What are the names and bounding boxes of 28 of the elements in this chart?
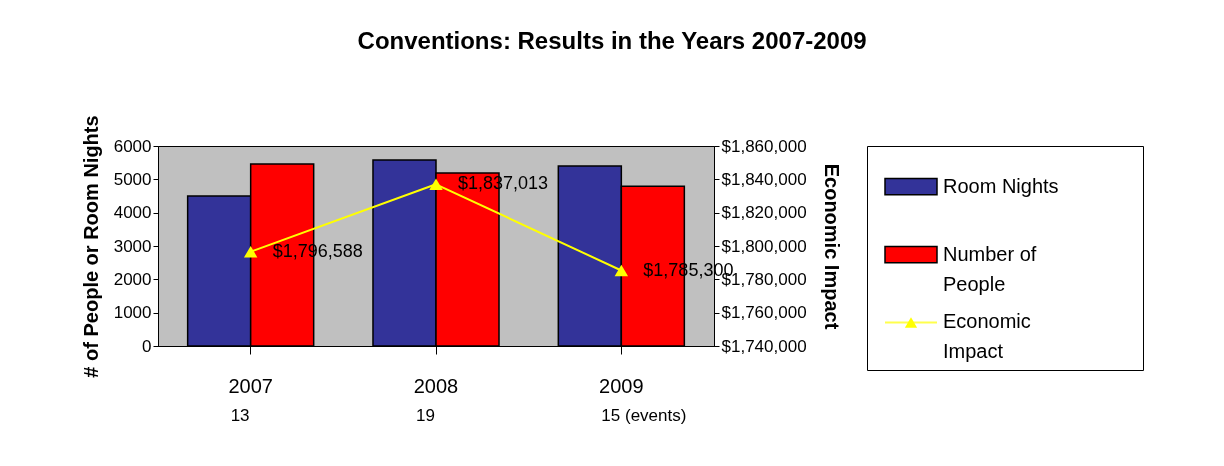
y2-tick-label: $1,800,000	[721, 236, 807, 256]
x-tick-label: 2009	[599, 374, 644, 397]
y-axis-title: # of People or Room Nights	[79, 115, 102, 378]
text: 15 (events)	[601, 406, 687, 425]
y2-tick-label: $1,820,000	[721, 203, 807, 223]
chart-title: Conventions: Results in the Years 2007-2009	[357, 27, 867, 55]
y2-tick-label: $1,760,000	[721, 303, 807, 323]
y2-tick-label: $1,840,000	[721, 169, 807, 189]
y-tick-label: 0	[142, 336, 152, 356]
x-tick-label: 2007	[228, 374, 273, 397]
legend-label: Economic Impact	[943, 310, 1031, 363]
y-tick-label: 3000	[113, 236, 152, 256]
y-tick-label: 6000	[113, 136, 152, 156]
text: 19	[416, 406, 435, 425]
x-tick-label: 2008	[413, 374, 459, 397]
text: 13	[230, 406, 250, 425]
y-tick-label: 5000	[113, 169, 152, 189]
point	[614, 264, 629, 277]
point	[429, 178, 443, 191]
y-tick-label: 4000	[113, 203, 152, 223]
y-tick-label: 1000	[113, 303, 152, 323]
y2-axis-title: Economic Impact	[820, 163, 843, 330]
legend-label: Room Nights	[943, 174, 1059, 197]
y2-tick-label: $1,860,000	[721, 136, 807, 156]
y2-tick-label: $1,740,000	[721, 336, 807, 356]
y-tick-label: 2000	[113, 269, 152, 289]
point	[243, 245, 258, 258]
legend-label: Number of People	[943, 242, 1037, 295]
